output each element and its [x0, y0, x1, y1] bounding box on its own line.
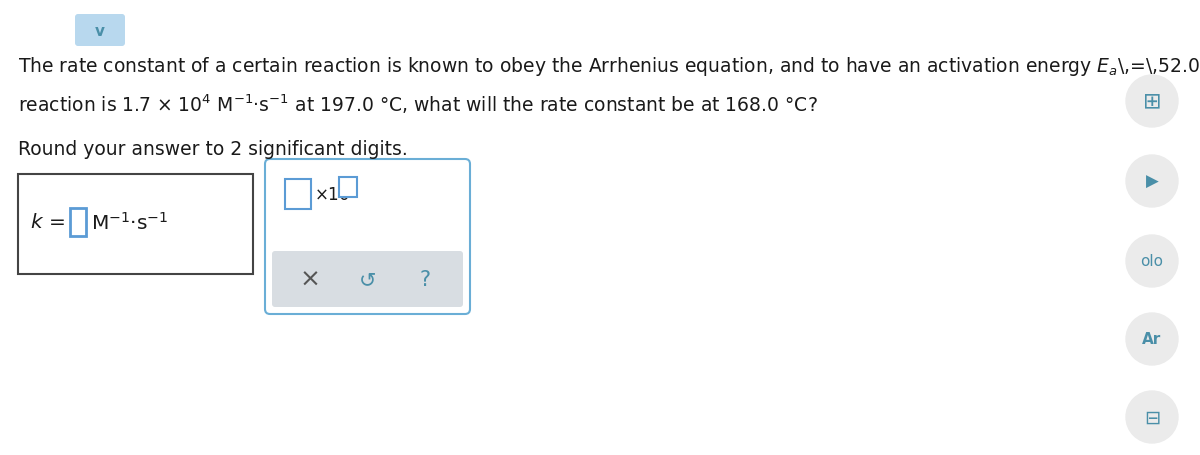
FancyBboxPatch shape	[70, 208, 86, 237]
FancyBboxPatch shape	[18, 175, 253, 274]
Circle shape	[1126, 313, 1178, 365]
Text: $k$ =: $k$ =	[30, 213, 67, 232]
Circle shape	[1126, 236, 1178, 288]
FancyBboxPatch shape	[272, 252, 463, 307]
Text: ⊟: ⊟	[1144, 408, 1160, 426]
FancyBboxPatch shape	[340, 177, 358, 197]
Text: Round your answer to 2 significant digits.: Round your answer to 2 significant digit…	[18, 140, 408, 159]
Circle shape	[1126, 76, 1178, 128]
Text: olo: olo	[1140, 254, 1164, 269]
Text: $\times$10: $\times$10	[314, 186, 350, 203]
Circle shape	[1126, 156, 1178, 207]
Text: ▶: ▶	[1146, 172, 1158, 191]
FancyBboxPatch shape	[74, 15, 125, 47]
Text: ?: ?	[420, 269, 431, 289]
Circle shape	[1126, 391, 1178, 443]
Text: reaction is 1.7 × 10$^4$ M$^{-1}$·s$^{-1}$ at 197.0 °C, what will the rate const: reaction is 1.7 × 10$^4$ M$^{-1}$·s$^{-1…	[18, 93, 818, 116]
FancyBboxPatch shape	[265, 160, 470, 314]
Text: The rate constant of a certain reaction is known to obey the Arrhenius equation,: The rate constant of a certain reaction …	[18, 55, 1200, 78]
Text: Ar: Ar	[1142, 332, 1162, 347]
FancyBboxPatch shape	[286, 180, 311, 210]
Text: ×: ×	[300, 268, 320, 291]
Text: ↺: ↺	[359, 269, 377, 289]
Text: M$^{-1}$·s$^{-1}$: M$^{-1}$·s$^{-1}$	[91, 212, 168, 233]
Text: v: v	[95, 24, 106, 38]
Text: ⊞: ⊞	[1142, 92, 1162, 112]
